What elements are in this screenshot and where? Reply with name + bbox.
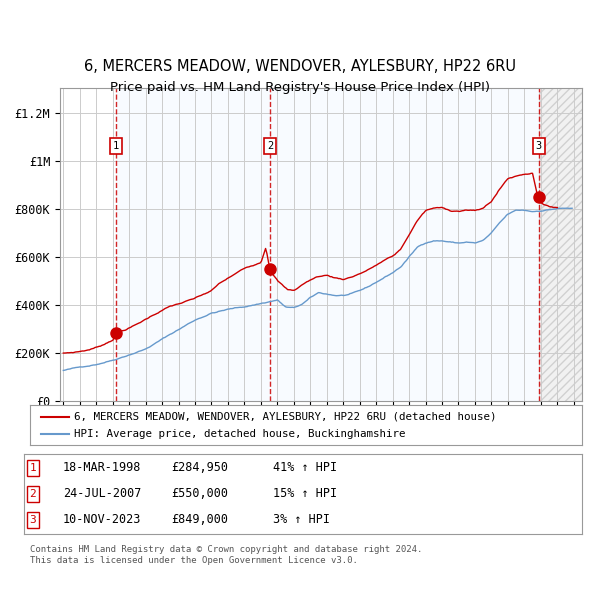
Text: 1: 1: [113, 141, 119, 151]
Text: £849,000: £849,000: [171, 513, 228, 526]
Text: £550,000: £550,000: [171, 487, 228, 500]
Text: 18-MAR-1998: 18-MAR-1998: [63, 461, 142, 474]
Text: 3: 3: [29, 515, 37, 525]
Text: 15% ↑ HPI: 15% ↑ HPI: [273, 487, 337, 500]
Text: 6, MERCERS MEADOW, WENDOVER, AYLESBURY, HP22 6RU (detached house): 6, MERCERS MEADOW, WENDOVER, AYLESBURY, …: [74, 412, 497, 422]
Text: This data is licensed under the Open Government Licence v3.0.: This data is licensed under the Open Gov…: [30, 556, 358, 565]
Text: 41% ↑ HPI: 41% ↑ HPI: [273, 461, 337, 474]
Text: 6, MERCERS MEADOW, WENDOVER, AYLESBURY, HP22 6RU: 6, MERCERS MEADOW, WENDOVER, AYLESBURY, …: [84, 59, 516, 74]
Bar: [116, 88, 539, 401]
Text: 3% ↑ HPI: 3% ↑ HPI: [273, 513, 330, 526]
Text: 24-JUL-2007: 24-JUL-2007: [63, 487, 142, 500]
Text: Contains HM Land Registry data © Crown copyright and database right 2024.: Contains HM Land Registry data © Crown c…: [30, 545, 422, 555]
Text: HPI: Average price, detached house, Buckinghamshire: HPI: Average price, detached house, Buck…: [74, 429, 406, 439]
Text: 3: 3: [536, 141, 542, 151]
Text: 10-NOV-2023: 10-NOV-2023: [63, 513, 142, 526]
Text: 1: 1: [29, 463, 37, 473]
Text: 2: 2: [267, 141, 273, 151]
Text: 2: 2: [29, 489, 37, 499]
Bar: [539, 88, 582, 401]
Text: £284,950: £284,950: [171, 461, 228, 474]
Text: Price paid vs. HM Land Registry's House Price Index (HPI): Price paid vs. HM Land Registry's House …: [110, 81, 490, 94]
